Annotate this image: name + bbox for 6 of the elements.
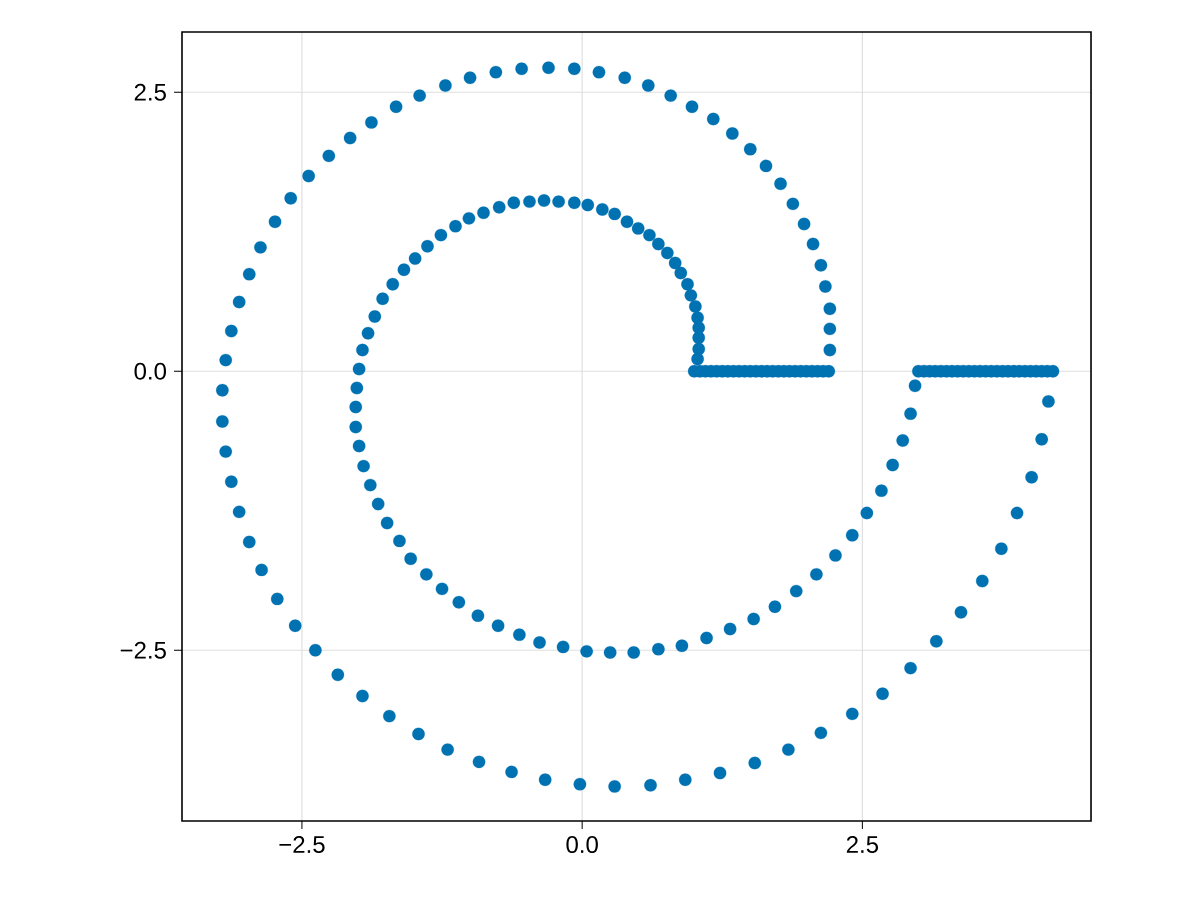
y-tick-label: −2.5 <box>120 641 166 659</box>
x-tick-label: 0.0 <box>566 836 598 854</box>
x-tick-label: −2.5 <box>279 836 325 854</box>
y-tick-label: 0.0 <box>134 362 167 380</box>
x-tick-label: 2.5 <box>846 836 879 854</box>
y-tick-label: 2.5 <box>134 83 166 101</box>
